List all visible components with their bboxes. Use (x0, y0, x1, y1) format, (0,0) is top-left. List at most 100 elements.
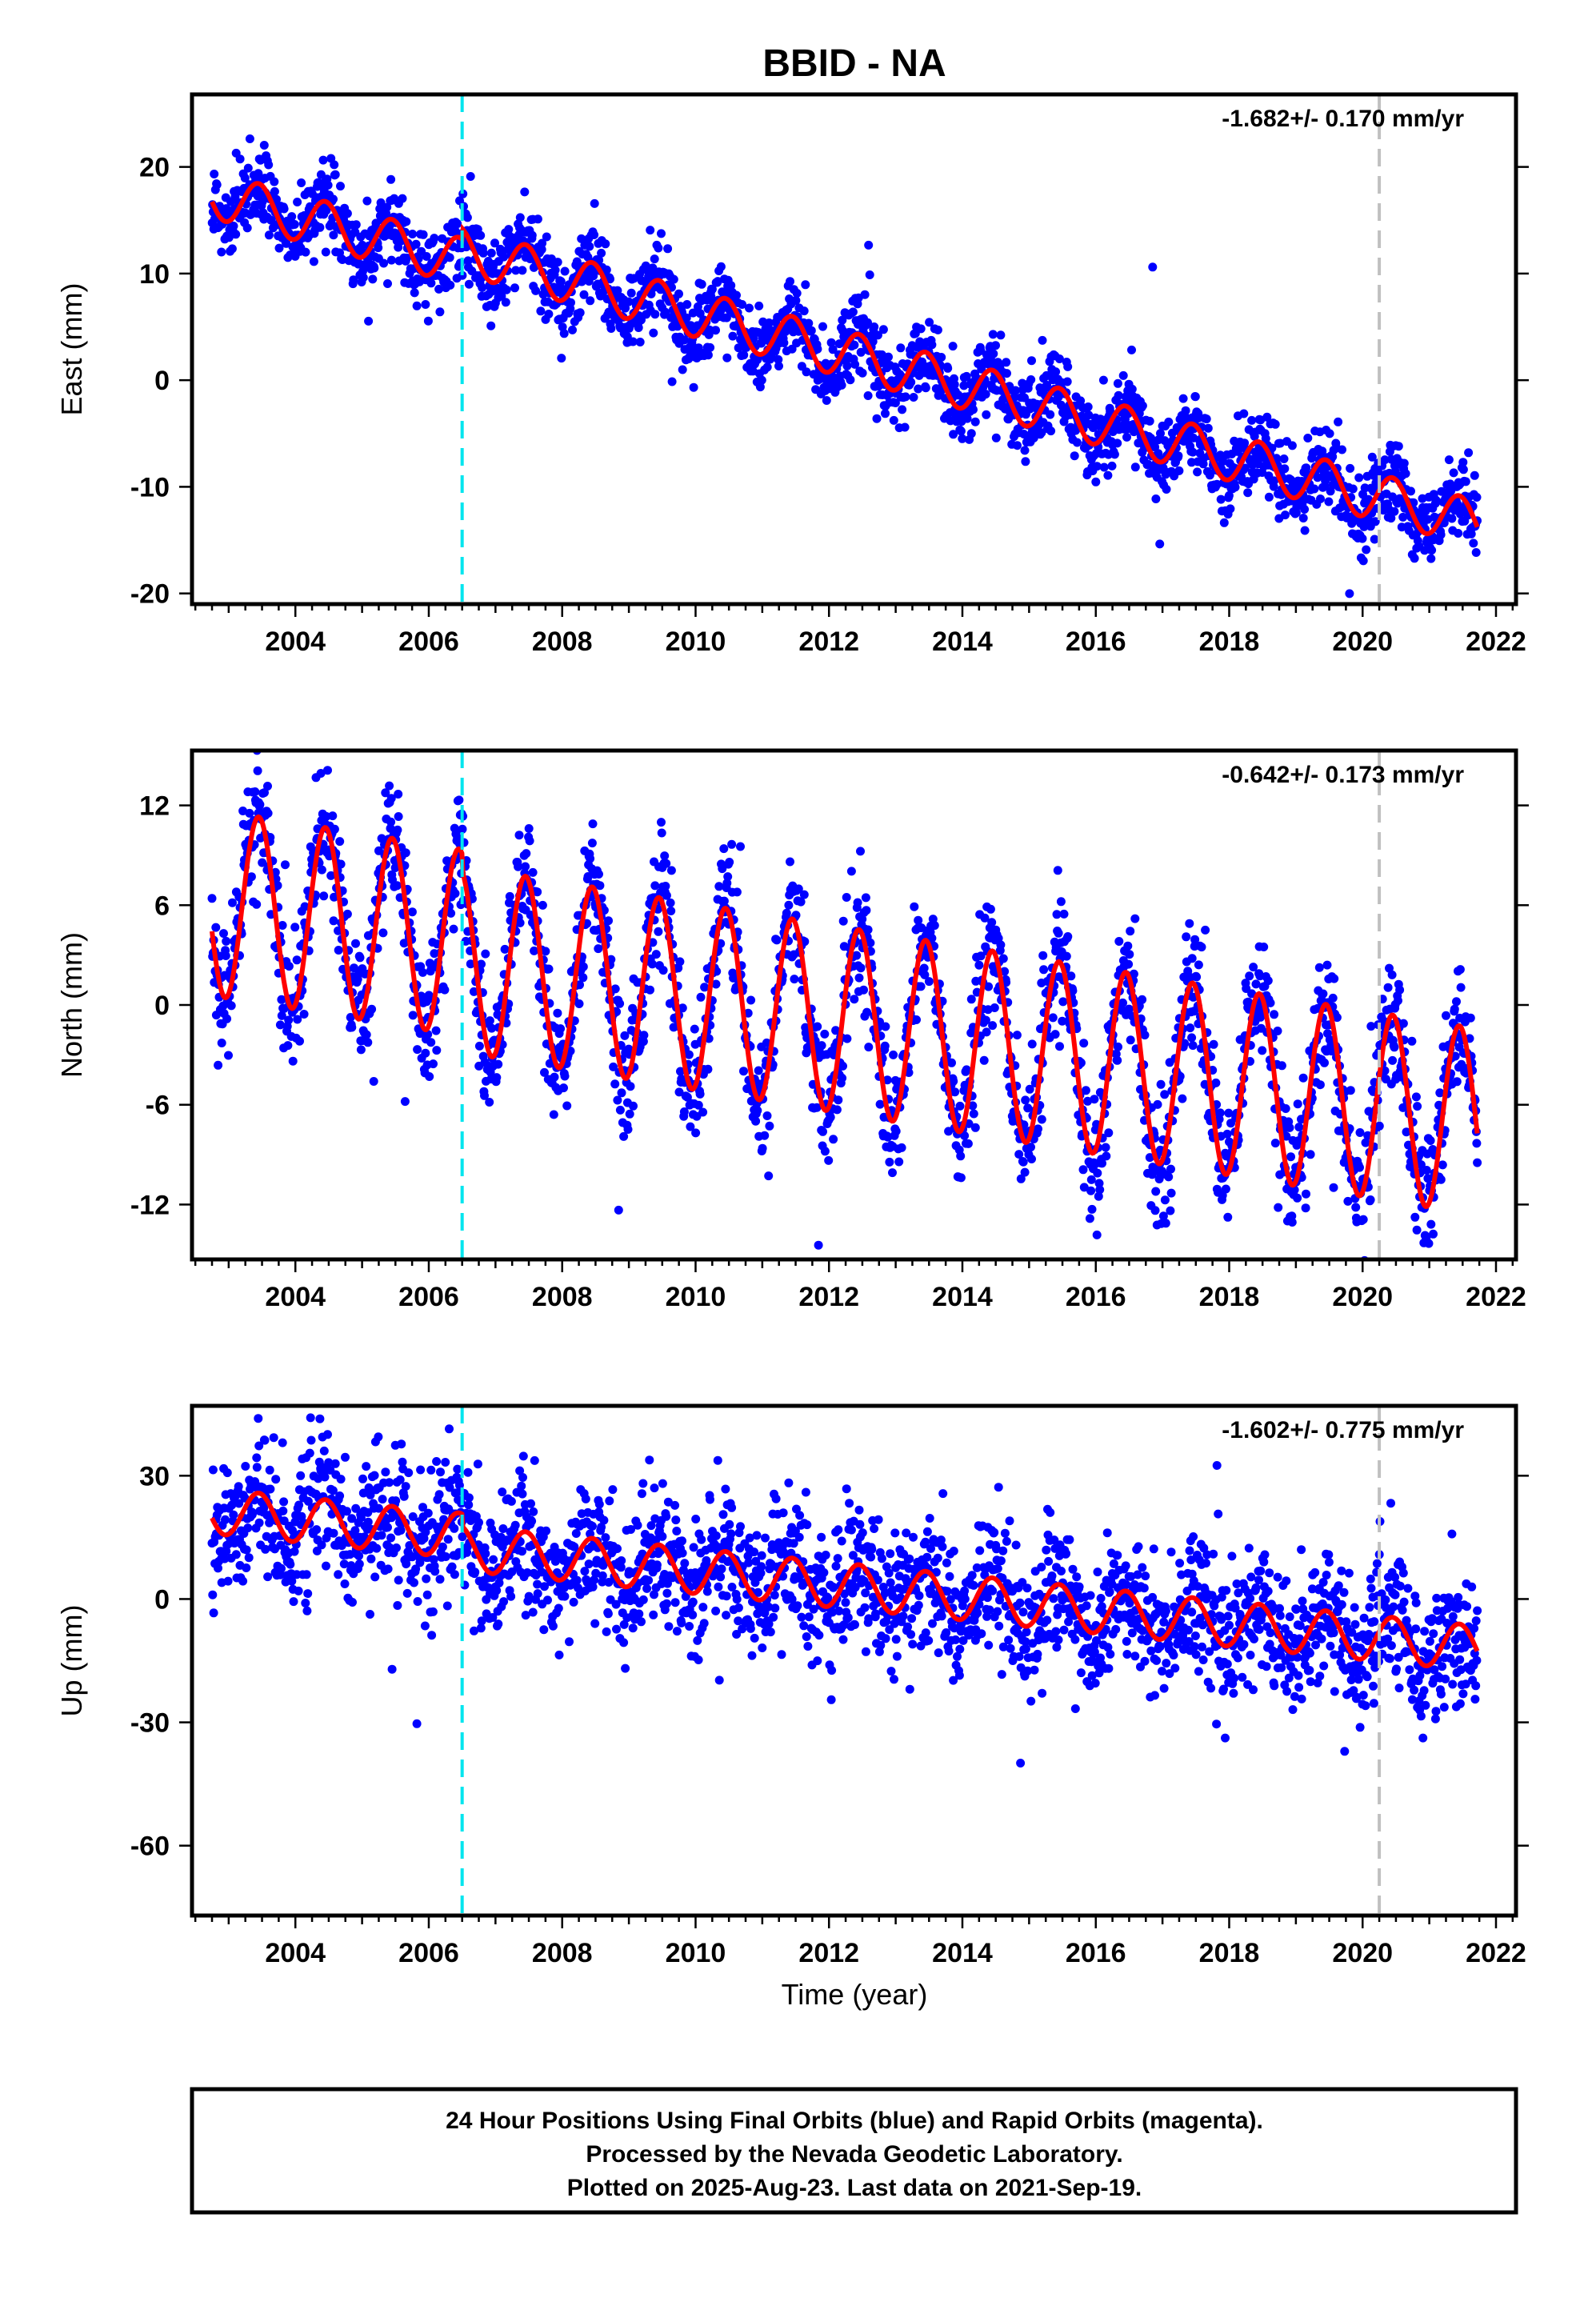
data-point (722, 353, 732, 362)
data-point (1161, 1219, 1170, 1228)
data-point (1188, 1041, 1198, 1051)
data-point (288, 1056, 298, 1066)
data-point (363, 1038, 373, 1047)
data-point (1298, 1073, 1308, 1083)
data-point (947, 1058, 956, 1067)
data-point (1366, 1022, 1376, 1031)
data-point (462, 213, 472, 222)
data-point (378, 928, 388, 938)
data-point (1264, 492, 1274, 502)
data-point (1026, 375, 1036, 384)
data-point (1273, 1027, 1282, 1035)
data-point (514, 862, 523, 871)
data-point (1247, 415, 1257, 425)
data-point (515, 918, 525, 927)
data-point (321, 247, 330, 257)
data-point (1219, 518, 1229, 527)
data-point (873, 330, 882, 340)
data-point (425, 1072, 434, 1081)
data-point (694, 343, 703, 353)
data-point (674, 289, 683, 298)
data-point (614, 1205, 623, 1215)
data-point (1011, 386, 1021, 395)
data-point (575, 980, 584, 990)
data-point (326, 871, 336, 880)
data-point (920, 970, 930, 979)
data-point (1328, 452, 1338, 462)
data-point (287, 212, 297, 222)
data-point (802, 367, 811, 377)
data-point (586, 854, 595, 863)
data-point (619, 1131, 629, 1141)
data-point (1240, 438, 1250, 448)
data-point (1038, 951, 1048, 960)
data-point (275, 1020, 285, 1030)
data-point (1394, 996, 1402, 1006)
data-point (1452, 997, 1461, 1007)
data-point (682, 1092, 692, 1102)
data-point (937, 353, 946, 362)
data-point (550, 266, 560, 274)
data-point (1329, 1183, 1338, 1192)
data-point (861, 893, 870, 903)
data-point (328, 811, 338, 821)
data-point (667, 377, 677, 386)
data-point (1325, 429, 1334, 438)
data-point (613, 1095, 622, 1105)
data-point (449, 924, 458, 934)
data-point (1140, 1031, 1150, 1040)
data-point (757, 375, 766, 385)
data-point (758, 1143, 767, 1153)
data-point (1287, 441, 1297, 450)
data-point (615, 1105, 625, 1115)
data-point (255, 800, 265, 809)
data-point (1436, 530, 1446, 539)
data-point (950, 1087, 960, 1097)
data-point (725, 858, 734, 867)
data-point (243, 163, 253, 173)
data-point (1338, 445, 1346, 454)
data-point (463, 256, 473, 266)
data-point (799, 890, 809, 899)
data-point (987, 918, 997, 927)
data-point (590, 198, 599, 208)
data-point (969, 1109, 978, 1119)
data-point (398, 194, 407, 203)
data-point (1348, 484, 1358, 494)
data-point (245, 134, 254, 143)
data-point (829, 1135, 838, 1144)
data-point (270, 186, 279, 196)
data-point (960, 1131, 970, 1140)
data-point (550, 1072, 559, 1082)
data-point (284, 962, 294, 971)
data-point (1287, 1218, 1297, 1227)
data-point (317, 865, 326, 875)
data-point (1034, 1124, 1042, 1134)
data-point (991, 433, 1001, 442)
data-point (1361, 1138, 1370, 1147)
data-point (1249, 963, 1258, 972)
data-point (1461, 477, 1470, 486)
data-point (1427, 546, 1437, 555)
x-tick-label: 2014 (932, 627, 993, 657)
data-point (1155, 539, 1165, 549)
data-point (1407, 1036, 1417, 1046)
data-point (499, 252, 509, 262)
data-point (478, 283, 487, 292)
data-point (1102, 1151, 1111, 1161)
data-point (221, 1515, 230, 1524)
data-point (860, 290, 870, 299)
y-tick-label: -12 (130, 1190, 170, 1220)
data-point (779, 338, 789, 347)
data-point (562, 1101, 572, 1111)
data-point (549, 1110, 558, 1119)
data-point (557, 354, 566, 363)
data-point (1320, 1058, 1329, 1067)
data-point (1068, 986, 1078, 995)
data-point (214, 1563, 222, 1573)
data-point (1166, 1188, 1176, 1198)
data-point (689, 382, 698, 392)
data-point (1358, 556, 1368, 566)
data-point (956, 426, 966, 436)
data-point (1055, 1042, 1064, 1051)
